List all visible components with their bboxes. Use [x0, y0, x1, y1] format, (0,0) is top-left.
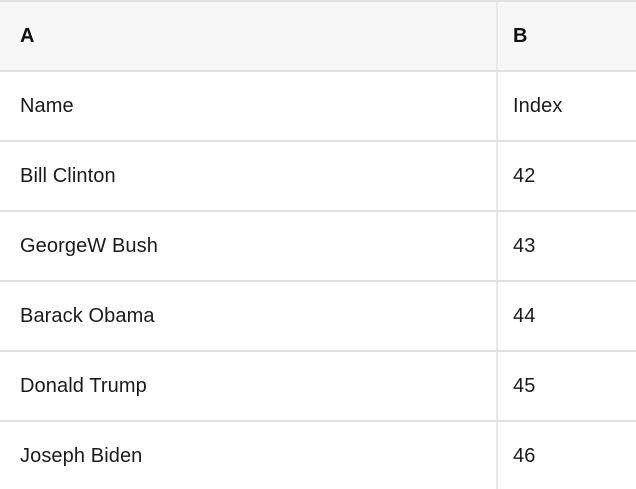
table-cell[interactable]: 44 [513, 304, 536, 327]
table-cell[interactable]: Bill Clinton [0, 142, 498, 210]
column-header-a[interactable]: A [0, 2, 498, 70]
column-header-b[interactable]: B [513, 24, 528, 47]
table-cell[interactable]: Joseph Biden [0, 422, 498, 489]
table-cell[interactable]: 46 [513, 444, 536, 467]
table-row: GeorgeW Bush 43 [0, 212, 636, 282]
table-cell[interactable]: Barack Obama [0, 282, 498, 350]
table-cell[interactable]: 42 [513, 164, 536, 187]
table-cell[interactable]: 43 [513, 234, 536, 257]
table-cell[interactable]: 45 [513, 374, 536, 397]
table-row: Bill Clinton 42 [0, 142, 636, 212]
table-row: Donald Trump 45 [0, 352, 636, 422]
table-row: Barack Obama 44 [0, 282, 636, 352]
table-cell[interactable]: Index [513, 94, 563, 117]
column-header-row: A B [0, 2, 636, 72]
table-cell[interactable]: Name [0, 72, 498, 140]
table-row: Name Index [0, 72, 636, 142]
table-cell[interactable]: GeorgeW Bush [0, 212, 498, 280]
table-row: Joseph Biden 46 [0, 422, 636, 489]
table-cell[interactable]: Donald Trump [0, 352, 498, 420]
